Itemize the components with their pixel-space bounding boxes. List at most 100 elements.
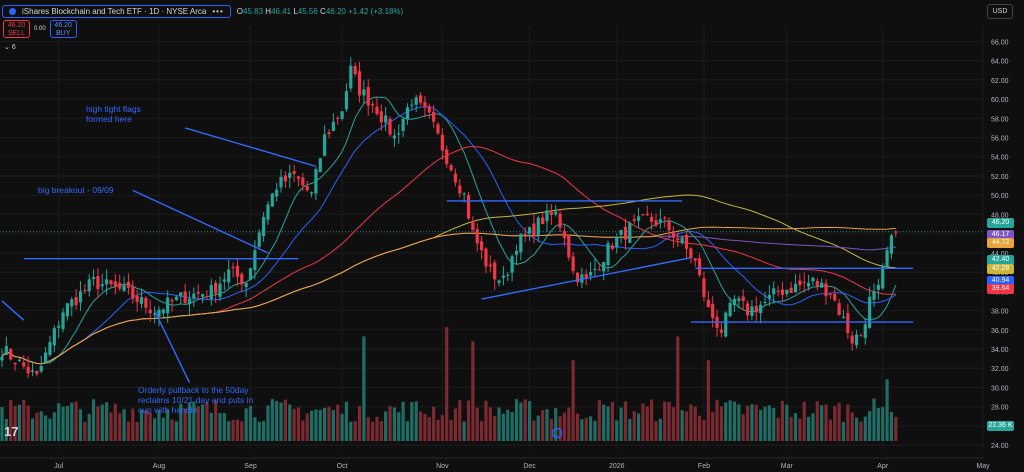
candle-body xyxy=(205,296,209,298)
sell-button[interactable]: 46.20 SELL xyxy=(3,20,30,38)
buy-button[interactable]: 46.20 BUY xyxy=(49,20,77,38)
candle-body xyxy=(105,279,109,285)
volume-bar xyxy=(270,399,274,441)
volume-bar xyxy=(719,406,723,441)
volume-bar xyxy=(388,406,392,441)
candle-body xyxy=(410,104,414,106)
candle-body xyxy=(135,295,139,303)
volume-bar xyxy=(841,421,846,441)
candle-body xyxy=(671,231,676,238)
candle-body xyxy=(26,366,30,374)
volume-bar xyxy=(44,415,48,441)
ma-line-50 xyxy=(1,145,896,365)
volume-bar xyxy=(205,402,209,441)
ma-line-150 xyxy=(1,226,896,365)
volume-bar xyxy=(811,413,815,441)
volume-bar xyxy=(218,413,222,441)
candle-body xyxy=(663,217,667,219)
currency-selector[interactable]: USD xyxy=(987,4,1013,19)
candle-body xyxy=(724,312,728,337)
candle-body xyxy=(235,265,240,277)
volume-bar xyxy=(4,418,8,441)
candle-body xyxy=(340,111,344,119)
volume-bar xyxy=(684,411,689,441)
candle-body xyxy=(780,289,785,295)
candle-body xyxy=(9,348,13,360)
candle-body xyxy=(244,283,248,288)
volume-bar xyxy=(545,409,549,441)
volume-bar xyxy=(35,412,39,441)
volume-bar xyxy=(74,401,78,441)
candle-body xyxy=(615,236,619,247)
candle-body xyxy=(894,231,898,233)
candle-body xyxy=(279,176,283,188)
candle-body xyxy=(126,281,131,288)
candle-body xyxy=(401,118,405,131)
volume-bar xyxy=(780,401,785,441)
indicators-toggle[interactable]: ⌄ 6 xyxy=(4,44,16,51)
candle-body xyxy=(314,169,318,194)
volume-bar xyxy=(196,406,200,441)
candle-body xyxy=(645,213,649,216)
candle-body xyxy=(745,303,750,316)
volume-bar xyxy=(410,402,414,441)
candle-body xyxy=(475,229,479,244)
volume-bar xyxy=(759,409,763,441)
volume-bar xyxy=(401,401,405,441)
volume-bar xyxy=(658,418,662,441)
volume-bar xyxy=(711,411,715,441)
candle-body xyxy=(811,277,815,282)
candle-body xyxy=(436,124,440,134)
candle-body xyxy=(698,258,702,275)
candle-body xyxy=(122,284,126,291)
volume-bar xyxy=(667,401,671,441)
volume-bar xyxy=(65,405,69,441)
candle-body xyxy=(650,216,654,222)
candle-body xyxy=(750,306,754,316)
candle-body xyxy=(344,91,349,110)
candle-body xyxy=(240,273,244,285)
volume-bar xyxy=(728,400,732,441)
candle-body xyxy=(353,66,357,75)
y-tick-label: 64.00 xyxy=(991,59,1009,66)
volume-bar xyxy=(715,399,719,441)
volume-bar xyxy=(641,403,645,441)
price-badge: 46.17 xyxy=(987,230,1014,240)
more-options-icon[interactable]: ••• xyxy=(212,6,224,16)
candle-body xyxy=(292,171,296,174)
candle-body xyxy=(318,158,322,173)
volume-bar xyxy=(527,401,532,441)
volume-bar xyxy=(449,420,453,441)
volume-bar xyxy=(357,406,362,441)
volume-bar xyxy=(397,412,401,441)
volume-bar xyxy=(166,409,170,441)
volume-bar xyxy=(767,405,771,441)
replay-icon xyxy=(551,427,563,439)
candle-body xyxy=(100,284,104,287)
volume-bar xyxy=(309,410,314,441)
candle-body xyxy=(458,185,462,194)
price-badge: 42.28 xyxy=(987,264,1014,274)
volume-bar xyxy=(57,403,61,441)
volume-bar xyxy=(153,418,157,441)
candle-body xyxy=(35,371,39,374)
candle-body xyxy=(820,282,824,288)
y-tick-label: 60.00 xyxy=(991,97,1009,104)
price-badge: 46.20 xyxy=(987,218,1014,228)
volume-bar xyxy=(26,405,30,441)
candle-body xyxy=(453,173,458,183)
candle-body xyxy=(623,226,628,240)
candle-body xyxy=(527,227,532,234)
volume-bar xyxy=(17,404,22,441)
symbol-title[interactable]: iShares Blockchain and Tech ETF · 1D · N… xyxy=(2,4,231,18)
volume-bar xyxy=(554,408,558,441)
y-tick-label: 30.00 xyxy=(991,385,1009,392)
y-tick-label: 28.00 xyxy=(991,405,1009,412)
volume-bar xyxy=(702,419,706,441)
candle-body xyxy=(628,222,632,243)
trade-panel: 46.20 SELL 0.00 46.20 BUY xyxy=(3,20,77,38)
volume-bar xyxy=(868,411,872,441)
y-tick-label: 32.00 xyxy=(991,366,1009,373)
volume-bar xyxy=(523,399,527,441)
